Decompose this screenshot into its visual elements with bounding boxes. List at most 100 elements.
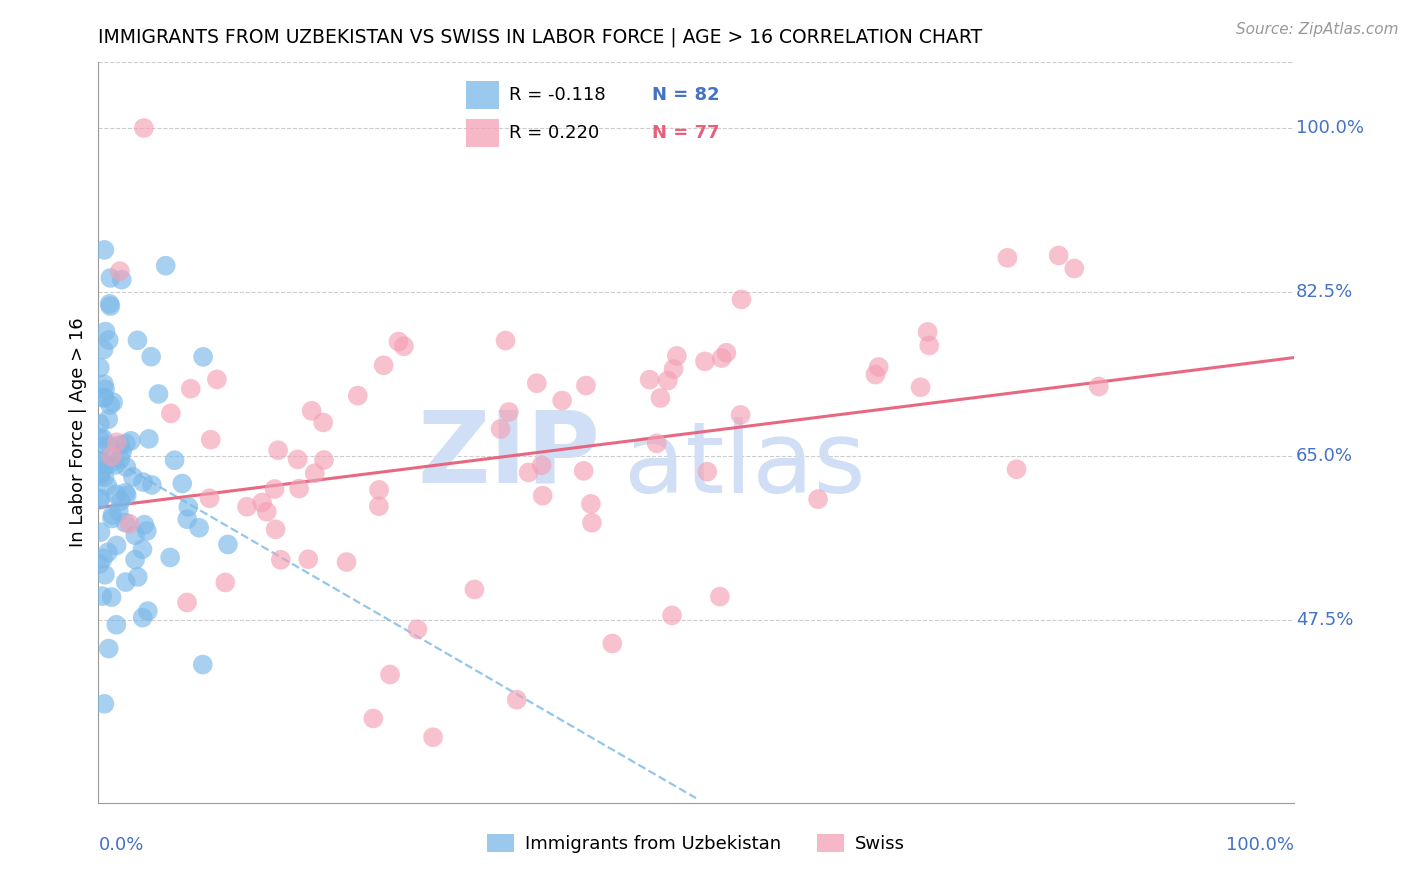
Point	[93, 391, 115, 405]
Text: atlas: atlas	[624, 417, 866, 515]
Point	[198, 491, 221, 506]
Point	[163, 453, 186, 467]
Point	[89, 360, 111, 375]
Point	[188, 521, 211, 535]
Point	[94, 567, 117, 582]
Point	[115, 436, 138, 450]
Point	[205, 372, 228, 386]
Point	[575, 378, 598, 392]
Point	[100, 590, 122, 604]
Point	[139, 350, 162, 364]
Point	[101, 511, 124, 525]
Point	[115, 460, 138, 475]
Point	[98, 438, 121, 452]
Point	[155, 259, 177, 273]
Point	[373, 359, 395, 373]
Point	[91, 551, 114, 566]
Point	[270, 553, 292, 567]
Point	[110, 494, 132, 508]
Point	[131, 610, 153, 624]
Point	[96, 478, 118, 492]
Text: 100.0%: 100.0%	[1296, 119, 1364, 137]
Point	[124, 528, 146, 542]
Point	[176, 595, 198, 609]
Point	[131, 542, 153, 557]
Point	[288, 482, 311, 496]
Point	[105, 538, 128, 552]
Point	[1005, 462, 1028, 476]
Point	[256, 505, 278, 519]
Point	[997, 251, 1019, 265]
Y-axis label: In Labor Force | Age > 16: In Labor Force | Age > 16	[69, 318, 87, 548]
Point	[730, 408, 752, 422]
Point	[602, 636, 624, 650]
Point	[693, 354, 716, 368]
Point	[368, 483, 391, 497]
Point	[172, 476, 194, 491]
Point	[301, 404, 323, 418]
Point	[100, 450, 122, 464]
Point	[191, 657, 214, 672]
Point	[91, 432, 114, 446]
Point	[392, 339, 415, 353]
Point	[90, 466, 112, 480]
Point	[506, 692, 529, 706]
Point	[526, 376, 548, 391]
Point	[696, 465, 718, 479]
Point	[517, 466, 540, 480]
Point	[217, 537, 239, 551]
Point	[650, 391, 672, 405]
Point	[638, 373, 661, 387]
Point	[98, 297, 121, 311]
Point	[89, 430, 111, 444]
Point	[730, 293, 752, 307]
Point	[312, 416, 335, 430]
Point	[120, 434, 142, 448]
Point	[114, 575, 136, 590]
Point	[90, 454, 112, 468]
Point	[263, 482, 285, 496]
Point	[98, 398, 121, 412]
Text: Source: ZipAtlas.com: Source: ZipAtlas.com	[1236, 22, 1399, 37]
Point	[160, 406, 183, 420]
Point	[121, 470, 143, 484]
Point	[572, 464, 595, 478]
Point	[115, 488, 138, 502]
Point	[367, 499, 389, 513]
Text: 65.0%: 65.0%	[1296, 447, 1353, 465]
Point	[90, 440, 112, 454]
Point	[94, 458, 117, 472]
Point	[406, 622, 429, 636]
Text: IMMIGRANTS FROM UZBEKISTAN VS SWISS IN LABOR FORCE | AGE > 16 CORRELATION CHART: IMMIGRANTS FROM UZBEKISTAN VS SWISS IN L…	[98, 28, 983, 47]
Point	[104, 458, 127, 472]
Point	[387, 334, 409, 349]
Point	[98, 299, 122, 313]
Point	[709, 590, 731, 604]
Point	[110, 451, 132, 466]
Point	[97, 333, 120, 347]
Point	[108, 504, 131, 518]
Legend: Immigrants from Uzbekistan, Swiss: Immigrants from Uzbekistan, Swiss	[479, 827, 912, 861]
Point	[124, 552, 146, 566]
Point	[530, 458, 553, 473]
Point	[422, 730, 444, 744]
Point	[346, 389, 368, 403]
Point	[312, 453, 335, 467]
Point	[297, 552, 319, 566]
Point	[177, 500, 200, 514]
Point	[661, 608, 683, 623]
Point	[105, 435, 128, 450]
Text: 0.0%: 0.0%	[98, 836, 143, 855]
Point	[498, 405, 520, 419]
Point	[89, 417, 111, 431]
Point	[531, 489, 554, 503]
Point	[111, 445, 134, 459]
Point	[134, 517, 156, 532]
Point	[94, 325, 117, 339]
Point	[807, 492, 830, 507]
Point	[1087, 379, 1109, 393]
Point	[662, 362, 685, 376]
Point	[89, 525, 111, 540]
Point	[716, 345, 738, 359]
Point	[93, 343, 115, 357]
